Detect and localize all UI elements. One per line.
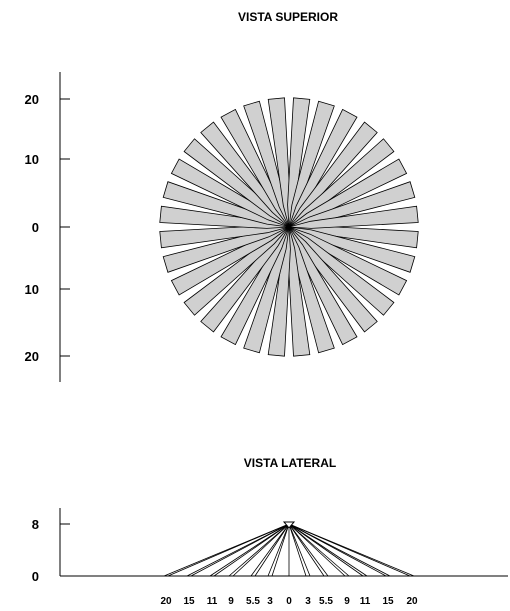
side-beam-line <box>288 523 391 577</box>
distance-label: 9 <box>228 596 234 607</box>
side-beam-line <box>167 523 290 577</box>
side-beam-line <box>190 523 290 577</box>
side-beam-line <box>254 523 290 577</box>
side-beam-line <box>288 523 311 577</box>
distance-label: 20 <box>160 596 172 607</box>
side-beam-line <box>288 523 329 577</box>
top-view-ticks <box>60 98 70 357</box>
top-view-axis-label: 10 <box>25 282 39 297</box>
detection-beam <box>288 205 419 229</box>
side-beam-line <box>271 523 290 577</box>
top-view-axis-label: 0 <box>32 220 39 235</box>
top-view-title: VISTA SUPERIOR <box>238 10 338 24</box>
distance-label: 3 <box>305 596 311 607</box>
side-beam-line <box>267 523 290 577</box>
top-view-beam-pattern <box>159 97 419 357</box>
sensor-mount-icon <box>282 521 296 529</box>
side-beam-line <box>288 523 346 577</box>
distance-label: 0 <box>286 596 292 607</box>
distance-label: 11 <box>207 596 218 607</box>
side-beam-line <box>232 523 290 577</box>
side-beam-line <box>288 523 307 577</box>
distance-label: 9 <box>344 596 350 607</box>
side-beam-line <box>288 523 325 577</box>
side-view-axis-label: 0 <box>32 569 39 584</box>
side-beam-line <box>288 523 368 577</box>
side-beam-line <box>213 523 290 577</box>
side-view-distance-labels: 20 15 11 9 5.5 3 0 3 5.5 9 11 15 20 <box>160 596 418 607</box>
distance-label: 20 <box>406 596 418 607</box>
side-view-beam-fan <box>163 523 415 577</box>
side-beam-line <box>228 523 290 577</box>
distance-label: 5.5 <box>319 596 333 607</box>
distance-label: 11 <box>360 596 371 607</box>
distance-label: 3 <box>267 596 273 607</box>
distance-label: 15 <box>183 596 195 607</box>
side-view-axis-label: 8 <box>32 517 39 532</box>
side-beam-line <box>250 523 290 577</box>
top-view-axis-label: 20 <box>25 92 39 107</box>
sensor-center-point <box>287 225 291 229</box>
distance-label: 5.5 <box>246 596 260 607</box>
side-view-title: VISTA LATERAL <box>244 456 336 470</box>
side-beam-line <box>288 523 415 577</box>
top-view-axis-label: 10 <box>25 152 39 167</box>
top-view-axis-label: 20 <box>25 349 39 364</box>
side-beam-line <box>288 523 350 577</box>
distance-label: 15 <box>382 596 394 607</box>
